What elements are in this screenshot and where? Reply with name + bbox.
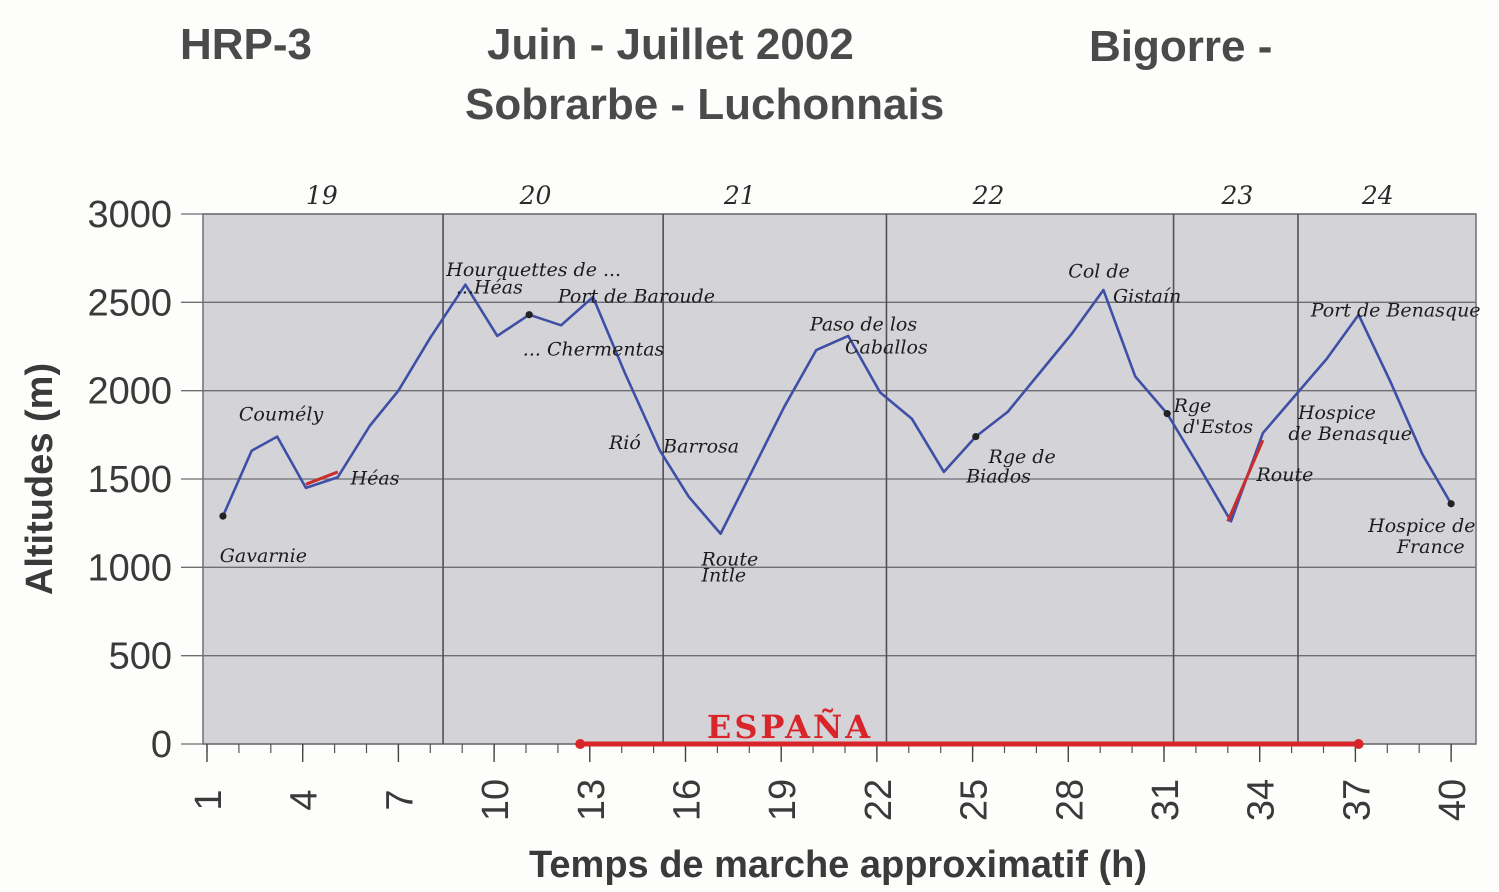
- point-marker: [1163, 410, 1171, 418]
- place-annotation: Route: [1256, 464, 1314, 486]
- x-tick-label: 7: [379, 789, 421, 810]
- y-tick-label: 1000: [87, 547, 172, 589]
- place-annotation: Intle: [700, 564, 746, 586]
- day-label: 21: [723, 181, 756, 210]
- place-annotation: Biados: [965, 466, 1031, 488]
- x-tick-label: 25: [954, 779, 996, 821]
- place-annotation: Rge: [1173, 395, 1212, 417]
- x-tick-label: 34: [1241, 779, 1283, 821]
- place-annotation: Gavarnie: [220, 545, 307, 567]
- place-annotation: Rge de: [988, 446, 1056, 468]
- espana-bar-end: [1353, 739, 1364, 749]
- place-annotation: France: [1396, 536, 1465, 558]
- place-annotation: Héas: [350, 467, 400, 489]
- place-annotation: Route: [700, 549, 758, 571]
- x-tick-label: 13: [571, 779, 613, 821]
- y-tick-label: 0: [151, 724, 172, 766]
- x-tick-label: 1: [188, 789, 230, 810]
- espana-bar-start: [575, 739, 586, 749]
- road-segment: [305, 470, 339, 486]
- place-annotation: Coumély: [239, 404, 324, 426]
- day-label: 23: [1220, 181, 1253, 210]
- point-marker: [219, 512, 227, 520]
- x-axis-title: Temps de marche approximatif (h): [529, 844, 1147, 886]
- x-tick-label: 28: [1049, 779, 1091, 821]
- place-annotation: Gistaín: [1113, 285, 1181, 307]
- x-tick-label: 37: [1336, 779, 1378, 821]
- x-tick-label: 10: [475, 779, 517, 821]
- chart-title-dates: Juin - Juillet 2002: [487, 20, 854, 69]
- day-label: 24: [1361, 181, 1394, 210]
- y-tick-label: 2500: [87, 282, 172, 324]
- place-annotation: Col de: [1068, 261, 1130, 283]
- x-tick-label: 31: [1145, 779, 1187, 821]
- y-tick-label: 1500: [87, 459, 172, 501]
- place-annotation: Caballos: [845, 337, 928, 359]
- x-tick-label: 22: [858, 779, 900, 821]
- y-tick-label: 2000: [87, 371, 172, 413]
- x-tick-label: 19: [762, 779, 804, 821]
- place-annotation: Hospice de: [1367, 515, 1475, 537]
- espana-label: ESPAÑA: [707, 708, 873, 746]
- place-annotation: Barrosa: [662, 436, 739, 458]
- point-marker: [1447, 500, 1455, 508]
- place-annotation: Rió: [608, 432, 641, 454]
- place-annotation: Port de Baroude: [557, 285, 715, 307]
- place-annotation: ...Héas: [456, 277, 523, 299]
- y-tick-label: 3000: [87, 194, 172, 236]
- chart-title-code: HRP-3: [180, 20, 313, 69]
- day-label: 20: [519, 181, 552, 210]
- place-annotation: de Benasque: [1288, 423, 1412, 445]
- day-label: 19: [306, 181, 338, 210]
- place-annotation: d'Estos: [1183, 416, 1253, 438]
- x-tick-label: 40: [1432, 779, 1474, 821]
- place-annotation: Paso de los: [809, 314, 917, 336]
- place-annotation: Hospice: [1297, 402, 1376, 424]
- place-annotation: Port de Benasque: [1310, 299, 1481, 321]
- x-tick-label: 4: [284, 789, 326, 810]
- place-annotation: ... Chermentas: [523, 338, 665, 360]
- y-axis-title: Altitudes (m): [19, 363, 61, 595]
- point-marker: [972, 433, 980, 441]
- chart-title-region-2: Sobrarbe - Luchonnais: [465, 80, 945, 129]
- chart-title-region-1: Bigorre -: [1089, 22, 1273, 71]
- place-annotation: Hourquettes de ...: [445, 259, 621, 281]
- road-segment: [1226, 439, 1265, 522]
- day-label: 22: [972, 181, 1005, 210]
- point-marker: [525, 311, 533, 319]
- x-tick-label: 16: [667, 779, 709, 821]
- y-tick-label: 500: [109, 636, 172, 678]
